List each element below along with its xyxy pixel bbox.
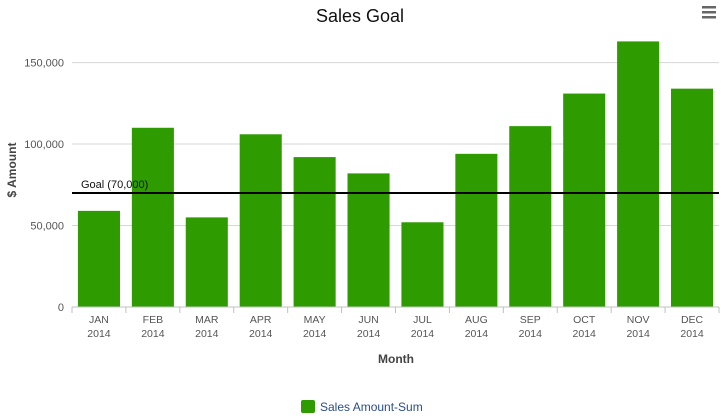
bar-series bbox=[77, 41, 714, 308]
bar[interactable] bbox=[455, 153, 498, 307]
bar[interactable] bbox=[131, 127, 174, 307]
x-axis-title: Month bbox=[378, 352, 414, 366]
y-tick-label: 150,000 bbox=[24, 58, 64, 70]
bar[interactable] bbox=[617, 41, 660, 307]
y-tick-label: 0 bbox=[58, 302, 64, 314]
x-tick-label: SEP 2014 bbox=[519, 314, 543, 340]
y-axis-ticks: 0 50,000 100,000 150,000 bbox=[24, 58, 64, 314]
y-tick-label: 50,000 bbox=[30, 221, 64, 233]
hamburger-menu-icon[interactable] bbox=[700, 4, 718, 20]
legend-label: Sales Amount-Sum bbox=[320, 400, 423, 414]
goal-line-group: Goal (70,000) bbox=[72, 179, 719, 194]
bar[interactable] bbox=[347, 173, 390, 307]
x-tick-label: DEC 2014 bbox=[680, 314, 704, 340]
goal-label: Goal (70,000) bbox=[81, 179, 148, 191]
bar[interactable] bbox=[185, 217, 228, 307]
x-axis-ticks: JAN 2014 FEB 2014 MAR 2014 APR 2014 MAY 2014 JUN 20… bbox=[71, 307, 720, 340]
x-tick-label: FEB 2014 bbox=[141, 314, 165, 340]
legend-swatch bbox=[301, 400, 315, 413]
x-tick-label: JUL 2014 bbox=[411, 314, 435, 340]
bar[interactable] bbox=[563, 93, 606, 307]
x-tick-label: MAR 2014 bbox=[195, 314, 219, 340]
chart-title: Sales Goal bbox=[316, 6, 404, 26]
x-tick-label: AUG 2014 bbox=[465, 314, 489, 340]
bar[interactable] bbox=[509, 126, 552, 308]
y-tick-label: 100,000 bbox=[24, 139, 64, 151]
bar[interactable] bbox=[671, 88, 714, 308]
gridlines bbox=[72, 62, 719, 227]
x-tick-label: JAN 2014 bbox=[87, 314, 111, 340]
x-tick-label: MAY 2014 bbox=[303, 314, 327, 340]
bar[interactable] bbox=[239, 134, 282, 307]
legend[interactable]: Sales Amount-Sum bbox=[301, 400, 423, 414]
bar[interactable] bbox=[401, 222, 444, 307]
x-tick-label: NOV 2014 bbox=[626, 314, 650, 340]
bar[interactable] bbox=[77, 210, 120, 307]
y-axis-title: $ Amount bbox=[5, 143, 19, 198]
x-tick-label: APR 2014 bbox=[249, 314, 273, 340]
x-tick-label: JUN 2014 bbox=[357, 314, 381, 340]
bar[interactable] bbox=[293, 157, 336, 307]
x-tick-label: OCT 2014 bbox=[573, 314, 597, 340]
